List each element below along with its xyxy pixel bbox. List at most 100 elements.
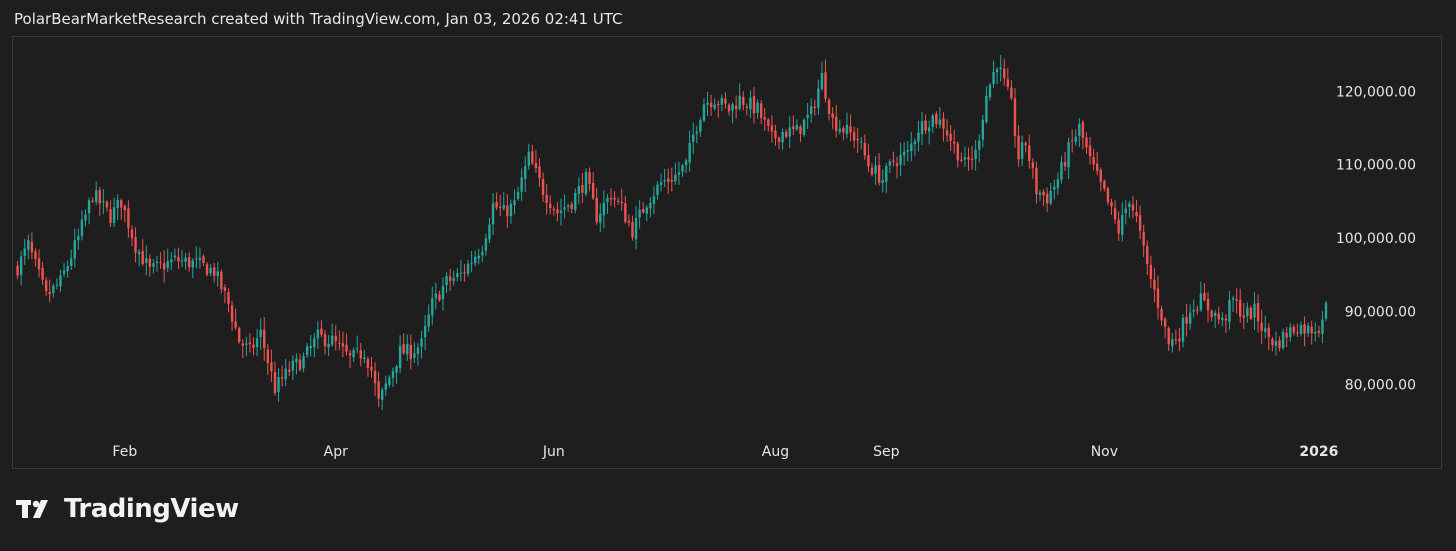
candle-body (305, 346, 309, 356)
time-axis: Feb Apr Jun Aug Sep Nov 2026 (112, 444, 1338, 460)
candle (27, 234, 30, 260)
candle (127, 200, 130, 238)
candle (238, 326, 241, 344)
candle (552, 206, 556, 216)
candle-body (616, 200, 620, 202)
candle (334, 325, 337, 351)
candle-body (899, 154, 902, 165)
candle (305, 342, 309, 358)
candle-body (1006, 79, 1010, 88)
candle (734, 95, 738, 119)
candle-body (1138, 215, 1142, 231)
candle (631, 215, 634, 241)
candle (1088, 136, 1092, 165)
candle-body (541, 179, 545, 196)
candle-body (127, 208, 130, 229)
tradingview-wordmark: TradingView (64, 494, 239, 524)
candle (16, 260, 19, 280)
candle (652, 186, 656, 215)
candle-body (116, 200, 119, 209)
time-tick-label: Aug (762, 444, 789, 460)
candle-body (863, 142, 867, 156)
chart-frame[interactable] (12, 36, 1442, 469)
candle-body (1246, 307, 1249, 317)
candle-body (173, 255, 177, 258)
candle (280, 365, 284, 387)
candle-body (927, 127, 931, 132)
candle-body (162, 263, 166, 270)
candle-body (1081, 122, 1085, 138)
candle (1224, 313, 1228, 334)
candle-body (1199, 293, 1203, 311)
candle (491, 192, 495, 235)
candle-body (1321, 319, 1324, 334)
candle (1106, 186, 1110, 206)
candle-body (781, 131, 784, 143)
candle (252, 337, 255, 356)
candle-body (477, 255, 480, 259)
candle-body (802, 119, 806, 135)
candle (502, 191, 505, 211)
candle-body (967, 157, 970, 160)
candle-body (488, 224, 491, 240)
candle (44, 277, 48, 297)
candle (1163, 316, 1167, 339)
candle-body (1056, 179, 1060, 189)
candle-body (1281, 331, 1285, 349)
candle-body (320, 328, 323, 335)
candle (931, 113, 934, 134)
candle (810, 98, 813, 123)
candle-body (634, 217, 638, 240)
candle-body (1063, 162, 1067, 167)
candle (1153, 267, 1156, 303)
candle-body (942, 118, 945, 129)
candle-body (713, 104, 716, 109)
candle-body (1010, 87, 1013, 99)
candle-body (352, 349, 355, 358)
candle (927, 120, 931, 145)
candle (1024, 141, 1027, 153)
candle-body (895, 163, 899, 166)
candle (1103, 179, 1106, 192)
candle (924, 114, 927, 135)
candle (1020, 135, 1024, 167)
candle (513, 189, 516, 215)
candle-body (935, 113, 938, 125)
candle-body (945, 130, 949, 136)
candle (935, 111, 938, 129)
candle (1085, 132, 1088, 154)
candle (1042, 189, 1045, 207)
candle-body (166, 261, 169, 269)
candle-body (1096, 163, 1099, 171)
candle (1081, 120, 1085, 150)
candle-body (1285, 332, 1288, 338)
candle (323, 330, 327, 355)
candle (241, 339, 244, 359)
candle-body (145, 258, 148, 263)
candle-body (463, 272, 466, 274)
candle-body (838, 128, 842, 132)
candle-body (198, 257, 202, 261)
candle-body (831, 113, 834, 118)
candle-body (985, 95, 988, 122)
candle-body (577, 186, 581, 194)
candle (1171, 333, 1174, 353)
candle (706, 91, 709, 116)
candle-body (595, 197, 598, 223)
candle (641, 202, 645, 214)
candle (1264, 315, 1267, 339)
candle (216, 261, 219, 287)
candle-body (656, 184, 659, 195)
candle-body (191, 260, 194, 268)
candle-body (470, 262, 473, 264)
candle-body (263, 329, 266, 349)
candle-body (849, 126, 852, 133)
candle-body (956, 143, 959, 161)
candle-body (1221, 317, 1224, 321)
tradingview-logo: TradingView (16, 494, 239, 524)
candle (1188, 304, 1192, 330)
candle (574, 188, 577, 214)
candle-body (835, 116, 838, 131)
candle (627, 214, 631, 227)
